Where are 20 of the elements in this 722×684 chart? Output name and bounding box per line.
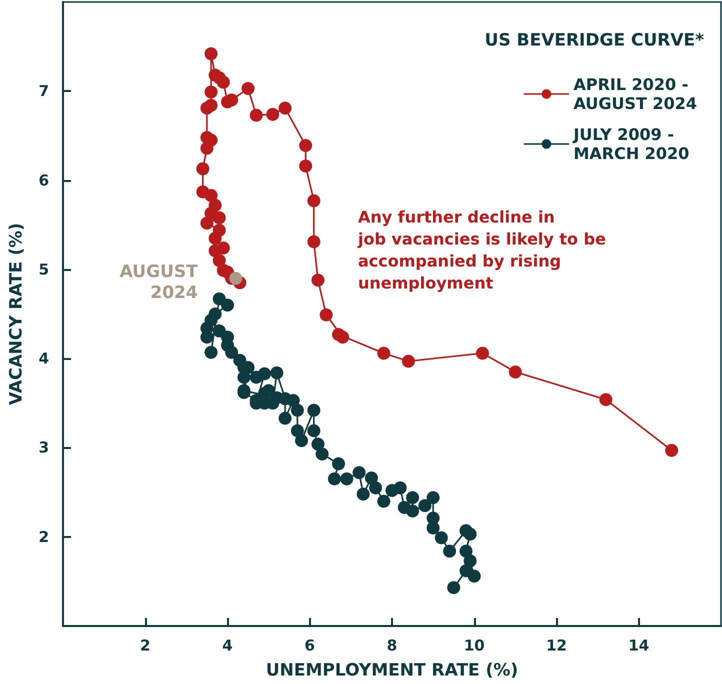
- x-tick-label: 4: [222, 636, 233, 654]
- x-tick-label: 6: [304, 636, 315, 654]
- y-tick-label: 2: [38, 528, 49, 546]
- x-axis-title: UNEMPLOYMENT RATE (%): [266, 660, 518, 680]
- x-tick-label: 14: [628, 636, 650, 654]
- annotation: AUGUST 2024: [120, 262, 198, 303]
- x-tick-label: 8: [386, 636, 398, 654]
- legend-label: JULY 2009 - MARCH 2020: [572, 125, 690, 163]
- legend-label: APRIL 2020 - AUGUST 2024: [573, 75, 697, 113]
- y-tick-label: 7: [38, 82, 49, 100]
- y-tick-label: 3: [38, 438, 49, 457]
- legend-title: US BEVERIDGE CURVE*: [484, 30, 704, 50]
- x-tick-label: 2: [140, 636, 150, 654]
- y-tick-label: 6: [38, 171, 49, 190]
- y-tick-label: 4: [38, 350, 49, 368]
- x-tick-label: 12: [546, 636, 567, 654]
- y-tick-label: 5: [38, 260, 49, 278]
- x-tick-label: 10: [464, 636, 485, 654]
- annotation: Any further decline in job vacancies is likely to be accompanied by rising unemployment: [357, 208, 606, 292]
- y-axis-title: VACANCY RATE (%): [6, 222, 26, 406]
